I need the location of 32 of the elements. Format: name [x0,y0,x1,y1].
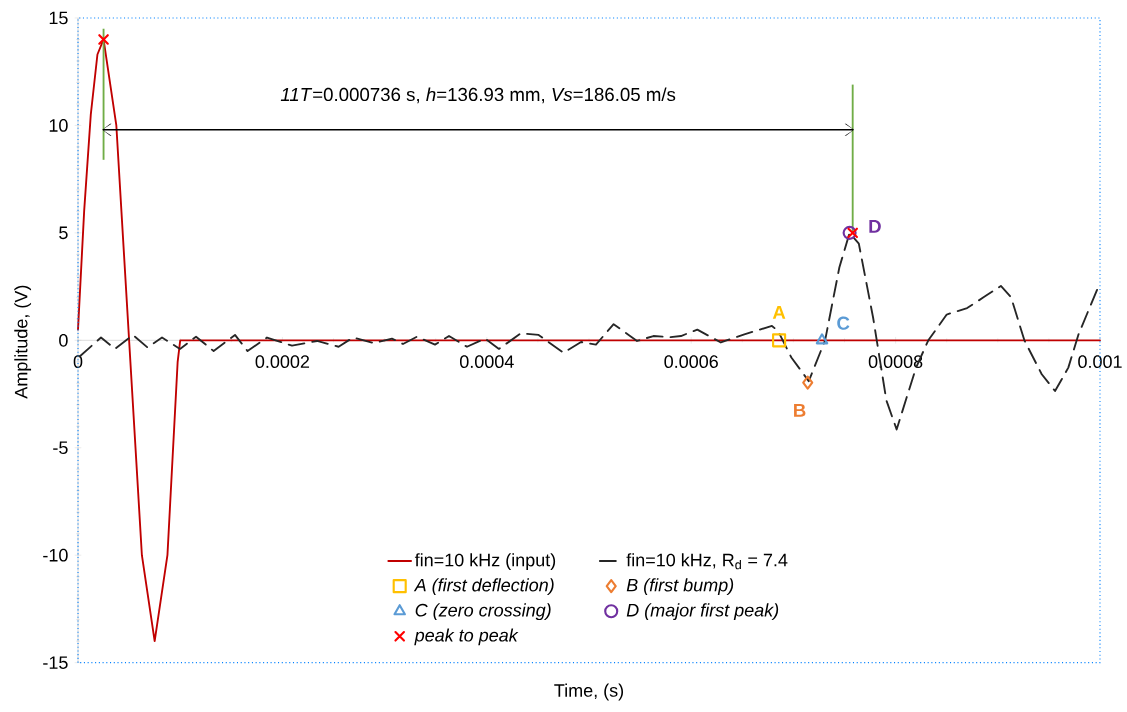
annotation: 11T=0.000736 s, h=136.93 mm, Vs=186.05 m/s [280,87,676,104]
point [772,333,787,348]
legend-label: C (zero crossing) [415,603,551,621]
legend-label: fin=10 kHz, R$_{d}$ = 7.4 [626,553,788,570]
legend-label: B (first bump) [626,578,734,596]
point [842,225,857,240]
y-axis-title: Amplitude, (V) [14,285,32,399]
annotation: A [772,305,786,319]
legend-label: fin=10 kHz (input) [414,553,556,570]
y-tick-label: 0 [59,333,68,347]
y-tick-label: -15 [43,656,68,669]
y-tick-label: -5 [53,441,68,455]
y-tick-label: 15 [49,11,68,25]
y-tick-label: 10 [49,119,68,132]
point [98,34,109,45]
legend-label: A (first deflection) [413,578,554,596]
x-tick-label: 0.001 [1078,355,1122,368]
x-tick-label: 0 [73,355,83,368]
point [802,375,814,390]
x-tick-label: 0.0004 [459,355,514,368]
y-tick-label: 5 [59,226,68,240]
annotation: C [837,316,850,330]
annotation: D [869,220,881,233]
legend-label: D (major first peak) [626,603,779,621]
x-axis-title: Time, (s) [554,683,624,701]
point [815,333,829,345]
y-tick-label: -10 [43,548,68,562]
annotation: B [794,403,806,417]
legend-label: peak to peak [414,628,519,646]
point [847,227,858,239]
x-tick-label: 0.0006 [664,355,718,368]
x-tick-label: 0.0002 [255,355,310,368]
